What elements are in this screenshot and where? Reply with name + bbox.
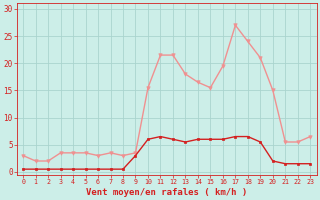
X-axis label: Vent moyen/en rafales ( km/h ): Vent moyen/en rafales ( km/h )	[86, 188, 247, 197]
